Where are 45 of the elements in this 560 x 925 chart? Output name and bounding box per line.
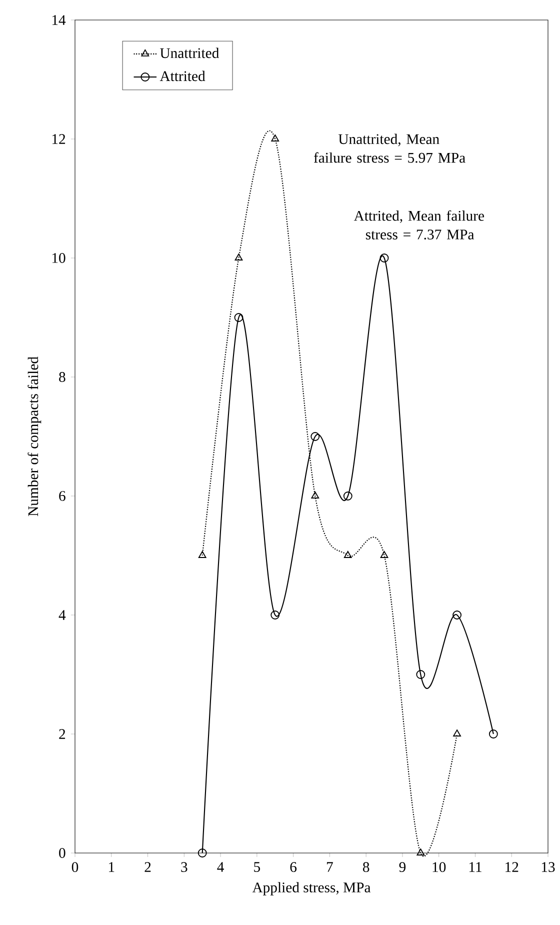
- point: [310, 432, 320, 441]
- x-tick-label: 12: [505, 862, 518, 872]
- x-tick-label: 2: [144, 862, 151, 872]
- point: [198, 551, 206, 558]
- point: [234, 313, 244, 322]
- point: [416, 848, 424, 856]
- point: [452, 610, 462, 620]
- point: [198, 848, 207, 858]
- point: [270, 610, 280, 620]
- y-tick-label: 14: [52, 15, 66, 25]
- y-axis-title: Number of compacts failed: [28, 356, 42, 516]
- x-tick-label: 4: [217, 862, 224, 872]
- legend-label: Attrited: [160, 70, 206, 82]
- legend-label: Unattrited: [160, 48, 219, 58]
- x-tick-label: 13: [542, 862, 555, 872]
- point: [344, 551, 352, 558]
- point: [488, 730, 498, 738]
- y-tick-label: 2: [59, 729, 65, 739]
- x-tick-label: 0: [72, 862, 78, 872]
- x-tick-label: 7: [326, 862, 333, 872]
- y-tick-label: 10: [52, 253, 66, 263]
- y-tick-label: 4: [58, 610, 66, 620]
- point: [343, 492, 352, 500]
- point: [234, 254, 243, 260]
- x-tick-label: 1: [108, 862, 114, 872]
- point: [271, 134, 279, 142]
- y-tick-label: 6: [59, 491, 66, 501]
- x-tick-label: 3: [181, 862, 188, 872]
- y-tick-label: 0: [58, 848, 66, 858]
- point: [380, 551, 388, 558]
- y-tick-label: 8: [58, 372, 66, 382]
- x-axis-title: Applied stress, MPa: [252, 882, 370, 896]
- x-tick-label: 11: [469, 862, 482, 872]
- x-tick-label: 5: [254, 862, 260, 872]
- point: [380, 254, 389, 262]
- point: [416, 670, 426, 679]
- point: [452, 730, 461, 736]
- x-tick-label: 6: [290, 862, 296, 872]
- x-tick-label: 10: [432, 862, 446, 872]
- point: [311, 492, 319, 498]
- x-tick-label: 9: [399, 862, 406, 872]
- x-tick-label: 8: [362, 862, 370, 872]
- y-tick-label: 12: [52, 134, 65, 144]
- annotation: Unattrited, Mean failure stress = 5.97 MPa: [314, 134, 466, 163]
- annotation: Attrited, Mean failure stress = 7.37 MPa: [354, 210, 484, 240]
